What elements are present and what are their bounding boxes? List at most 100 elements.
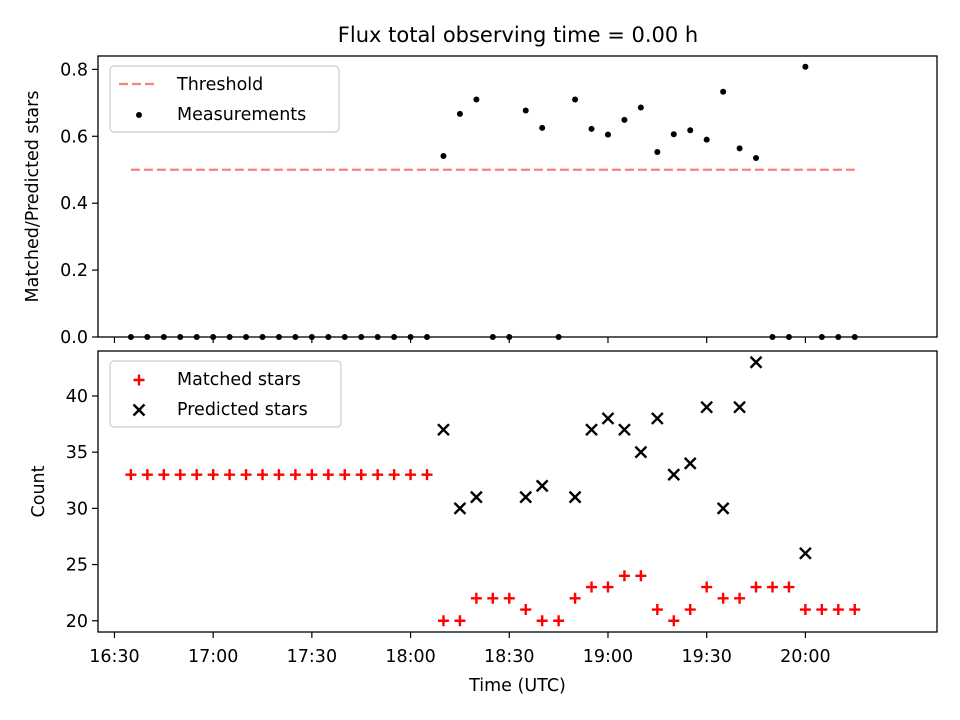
top-y-tick-label: 0.8	[60, 60, 88, 80]
predicted-star-point	[601, 412, 615, 425]
predicted-star-point	[437, 423, 450, 437]
top-y-tick-label: 0.0	[60, 328, 88, 348]
top-y-tick-label: 0.6	[60, 127, 88, 147]
matched-star-point	[355, 469, 367, 481]
predicted-star-point	[568, 490, 582, 504]
legend-matched-label: Matched stars	[177, 370, 301, 390]
matched-star-point	[536, 615, 548, 627]
measurement-point	[753, 155, 760, 162]
legend-box	[109, 65, 340, 133]
bottom-legend: Matched stars Predicted stars	[109, 360, 342, 428]
matched-star-point	[339, 469, 351, 481]
measurement-point	[670, 131, 677, 138]
top-axes-frame	[97, 55, 938, 338]
matched-star-point	[372, 469, 384, 481]
matched-star-point	[569, 592, 581, 604]
matched-star-point	[602, 581, 614, 593]
bottom-x-tick-label: 17:00	[188, 647, 238, 667]
measurement-point	[736, 145, 743, 152]
predicted-star-point	[700, 400, 714, 414]
matched-star-point	[799, 604, 811, 616]
measurement-point	[588, 125, 595, 132]
matched-star-point	[257, 469, 269, 481]
predicted-star-point	[799, 546, 812, 560]
matched-star-point	[684, 604, 696, 616]
measurement-point	[456, 110, 463, 117]
bottom-x-tick-label: 17:30	[287, 647, 337, 667]
matched-star-point	[405, 469, 417, 481]
matched-star-point	[191, 469, 203, 481]
matched-star-point	[586, 581, 598, 593]
measurement-point	[473, 96, 480, 103]
matched-star-point	[306, 469, 318, 481]
bottom-y-tick-label: 20	[66, 612, 88, 632]
legend-measurements-swatch	[136, 112, 142, 118]
matched-star-point	[273, 469, 285, 481]
predicted-star-point	[650, 412, 664, 425]
predicted-star-point	[683, 457, 697, 470]
measurement-point	[522, 107, 529, 114]
predicted-star-point	[716, 502, 730, 515]
measurement-point	[687, 127, 694, 134]
matched-star-point	[651, 604, 663, 616]
chart-title: Flux total observing time = 0.00 h	[338, 23, 698, 47]
matched-star-point	[388, 469, 400, 481]
measurement-point	[621, 116, 628, 123]
measurement-point	[637, 104, 644, 111]
bottom-y-axis-label: Count	[29, 465, 49, 517]
measurement-point	[720, 88, 727, 95]
legend-predicted-swatch	[132, 403, 146, 417]
legend-measurements-label: Measurements	[177, 105, 306, 125]
matched-star-point	[224, 469, 236, 481]
measurement-point	[539, 124, 546, 131]
bottom-y-tick-label: 40	[66, 387, 88, 407]
bottom-axes-frame	[97, 350, 938, 633]
predicted-star-point	[585, 423, 598, 437]
matched-star-point	[125, 469, 137, 481]
predicted-star-point	[519, 490, 533, 504]
matched-star-point	[503, 592, 515, 604]
matched-star-point	[701, 581, 713, 593]
predicted-star-point	[470, 490, 483, 504]
top-y-axis-label: Matched/Predicted stars	[23, 91, 43, 303]
bottom-x-tick-label: 18:30	[484, 647, 534, 667]
measurement-point	[572, 96, 579, 103]
matched-star-point	[832, 604, 844, 616]
top-y-tick-label: 0.2	[60, 261, 88, 281]
matched-star-point	[240, 469, 252, 481]
matched-star-point	[734, 592, 746, 604]
top-panel: 0.00.20.40.60.8 Matched/Predicted stars …	[23, 55, 938, 348]
bottom-y-tick-label: 35	[66, 443, 88, 463]
matched-star-point	[783, 581, 795, 593]
bottom-x-tick-label: 19:30	[681, 647, 731, 667]
legend-matched-swatch	[133, 374, 145, 386]
matched-star-point	[437, 615, 449, 627]
bottom-x-tick-label: 19:00	[583, 647, 633, 667]
matched-star-point	[520, 604, 532, 616]
bottom-y-tick-label: 25	[66, 556, 88, 576]
top-legend: Threshold Measurements	[109, 65, 340, 133]
matched-star-point	[750, 581, 762, 593]
bottom-x-tick-label: 16:30	[89, 647, 139, 667]
matched-star-point	[487, 592, 499, 604]
bottom-x-tick-label: 20:00	[780, 647, 830, 667]
matched-star-point	[553, 615, 565, 627]
predicted-star-point	[667, 468, 681, 481]
predicted-star-point	[733, 400, 746, 414]
bottom-panel: 20 25 30 35 40 16:30 17:00 17:30 18:00 18:30 19:0…	[29, 350, 938, 696]
matched-star-point	[766, 581, 778, 593]
matched-star-point	[618, 570, 630, 582]
predicted-star-point	[535, 479, 549, 493]
predicted-star-point	[749, 355, 763, 369]
predicted-star-point	[618, 423, 631, 437]
measurement-point	[604, 131, 611, 138]
measurement-point	[440, 153, 447, 160]
matched-star-point	[454, 615, 466, 627]
bottom-y-tick-label: 30	[66, 499, 88, 519]
matched-star-point	[322, 469, 334, 481]
matched-star-point	[174, 469, 186, 481]
measurement-point	[802, 63, 809, 70]
measurement-point	[703, 136, 710, 143]
